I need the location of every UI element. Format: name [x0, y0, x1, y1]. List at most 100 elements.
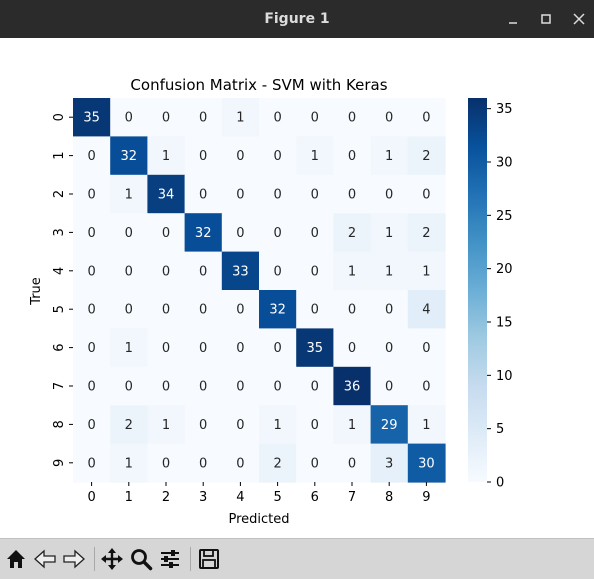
heatmap-cell — [333, 290, 372, 329]
heatmap-cell — [333, 136, 372, 176]
heatmap-cell — [370, 290, 409, 329]
cell-value-label: 29 — [381, 418, 398, 433]
heatmap-cell — [296, 174, 334, 214]
heatmap-cell — [110, 290, 148, 329]
cell-value-label: 0 — [311, 418, 319, 433]
heatmap-cell — [221, 98, 260, 137]
heatmap-cell — [296, 213, 334, 253]
cell-value-label: 1 — [385, 264, 393, 279]
cell-value-label: 0 — [125, 226, 133, 241]
cell-value-label: 0 — [422, 188, 430, 203]
home-button[interactable] — [2, 545, 30, 573]
cell-value-label: 0 — [348, 149, 356, 164]
heatmap-cell — [147, 136, 186, 176]
configure-subplots-button[interactable] — [156, 545, 184, 573]
heatmap-cell — [296, 251, 334, 291]
heatmap-cell — [407, 328, 446, 368]
cell-value-label: 0 — [199, 341, 207, 356]
cell-value-label: 0 — [236, 456, 244, 471]
cell-value-label: 0 — [236, 341, 244, 356]
colorbar-tick-label: 35 — [496, 102, 513, 117]
colorbar-tick-label: 0 — [496, 476, 504, 491]
cell-value-label: 0 — [236, 303, 244, 318]
close-icon — [573, 13, 585, 25]
heatmap-cell — [333, 213, 372, 253]
heatmap-cell — [110, 405, 148, 445]
y-tick-label: 4 — [52, 267, 67, 275]
y-tick-label: 8 — [52, 420, 67, 428]
heatmap-cell — [73, 213, 111, 253]
heatmap-cell — [110, 251, 148, 291]
cell-value-label: 2 — [348, 226, 356, 241]
y-tick-label: 7 — [52, 382, 67, 390]
cell-value-label: 0 — [199, 456, 207, 471]
toolbar-separator — [94, 547, 95, 571]
heatmap-cell — [221, 174, 260, 214]
x-tick-label: 4 — [236, 490, 244, 505]
cell-value-label: 2 — [422, 226, 430, 241]
cell-value-label: 2 — [125, 418, 133, 433]
cell-value-label: 0 — [87, 418, 95, 433]
cell-value-label: 0 — [348, 111, 356, 126]
heatmap-cell — [73, 136, 111, 176]
heatmap-cell — [221, 290, 260, 329]
heatmap-cell — [147, 366, 186, 406]
heatmap-cell — [147, 98, 186, 137]
heatmap-cell — [184, 366, 223, 406]
cell-value-label: 0 — [385, 303, 393, 318]
heatmap-cell — [73, 328, 111, 368]
cell-value-label: 0 — [199, 264, 207, 279]
cell-value-label: 0 — [236, 380, 244, 395]
cell-value-label: 0 — [199, 303, 207, 318]
pan-button[interactable] — [98, 545, 126, 573]
cell-value-label: 0 — [199, 418, 207, 433]
heatmap-cell — [407, 251, 446, 291]
cell-value-label: 0 — [162, 264, 170, 279]
cell-value-label: 0 — [87, 380, 95, 395]
y-tick-label: 9 — [52, 459, 67, 467]
cell-value-label: 0 — [273, 226, 281, 241]
heatmap-cell — [73, 366, 111, 406]
heatmap-cell — [407, 98, 446, 137]
heatmap-cell — [221, 366, 260, 406]
save-button[interactable] — [195, 545, 223, 573]
maximize-button[interactable] — [536, 9, 556, 29]
minimize-button[interactable] — [503, 9, 523, 29]
cell-value-label: 0 — [125, 303, 133, 318]
heatmap-cell — [296, 443, 334, 483]
heatmap-cell — [73, 251, 111, 291]
close-button[interactable] — [569, 9, 589, 29]
cell-value-label: 0 — [385, 380, 393, 395]
cell-value-label: 0 — [162, 341, 170, 356]
heatmap-cell — [407, 136, 446, 176]
heatmap-cell — [333, 405, 372, 445]
heatmap-cell — [296, 98, 334, 137]
cell-value-label: 0 — [162, 226, 170, 241]
cell-value-label: 30 — [418, 456, 435, 471]
window-titlebar: Figure 1 — [0, 0, 594, 38]
cell-value-label: 0 — [162, 303, 170, 318]
colorbar-tick-label: 25 — [496, 209, 513, 224]
back-button[interactable] — [31, 545, 59, 573]
cell-value-label: 3 — [385, 456, 393, 471]
cell-value-label: 0 — [273, 149, 281, 164]
forward-button[interactable] — [60, 545, 88, 573]
cell-value-label: 35 — [307, 341, 324, 356]
cell-value-label: 0 — [422, 111, 430, 126]
heatmap-cell — [110, 98, 148, 137]
heatmap-cell — [221, 443, 260, 483]
heatmap-cell — [370, 136, 409, 176]
x-tick-label: 3 — [199, 490, 207, 505]
cell-value-label: 2 — [422, 149, 430, 164]
zoom-button[interactable] — [127, 545, 155, 573]
x-tick-label: 7 — [348, 490, 356, 505]
cell-value-label: 36 — [344, 380, 361, 395]
cell-value-label: 0 — [348, 188, 356, 203]
heatmap-cell — [110, 366, 148, 406]
heatmap-cell — [333, 251, 372, 291]
cell-value-label: 0 — [422, 341, 430, 356]
heatmap-cell — [259, 366, 297, 406]
heatmap-cell — [184, 443, 223, 483]
heatmap-cell — [296, 405, 334, 445]
cell-value-label: 0 — [422, 380, 430, 395]
